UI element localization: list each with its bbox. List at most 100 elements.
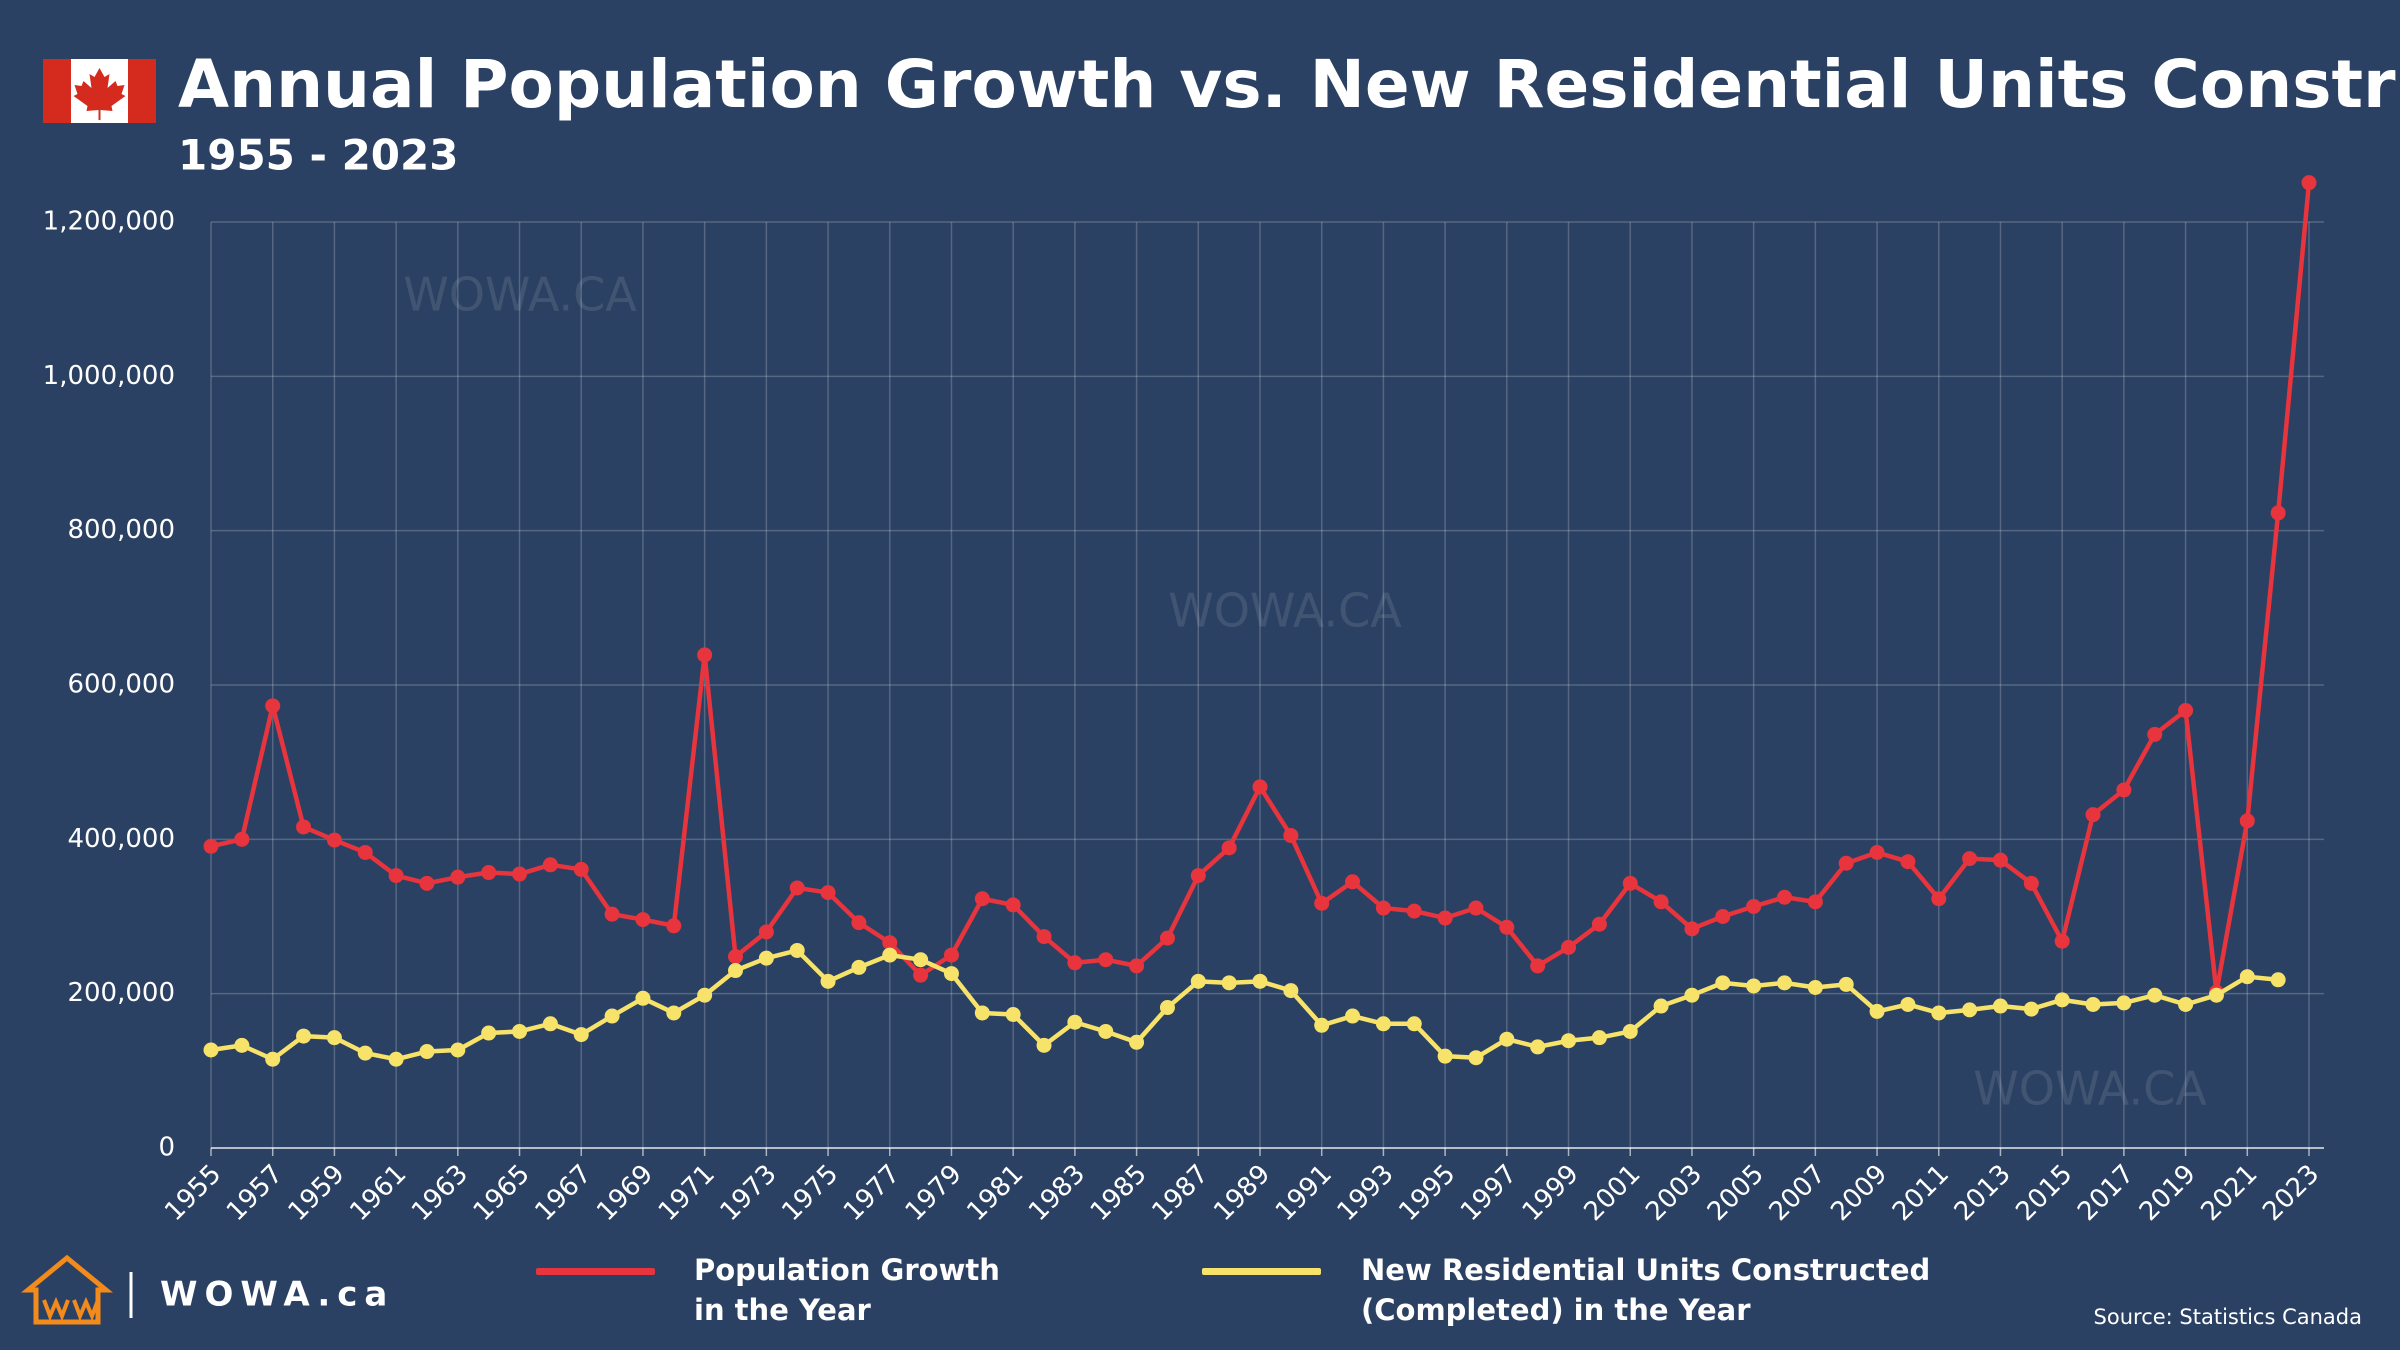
legend-label: Population Growth in the Year: [694, 1253, 1000, 1327]
y-tick-label: 800,000: [67, 515, 175, 545]
data-point: [1530, 1039, 1546, 1055]
data-point: [1715, 975, 1731, 991]
x-tick-label: 1963: [406, 1159, 474, 1227]
data-point: [635, 912, 651, 928]
data-point: [1869, 844, 1885, 860]
data-point: [2085, 807, 2101, 823]
data-point: [1190, 973, 1206, 989]
data-point: [2301, 175, 2317, 191]
data-point: [419, 875, 435, 891]
data-point: [1437, 910, 1453, 926]
data-point: [1653, 998, 1669, 1014]
data-point: [2054, 933, 2070, 949]
data-point: [1530, 958, 1546, 974]
data-point: [1931, 1005, 1947, 1021]
chart-subtitle: 1955 - 2023: [178, 131, 458, 180]
data-point: [481, 865, 497, 881]
data-point: [1314, 895, 1330, 911]
y-tick-label: 600,000: [67, 670, 175, 700]
data-point: [573, 861, 589, 877]
logo-text: WOWA.ca: [160, 1275, 394, 1315]
data-point: [573, 1027, 589, 1043]
data-point: [1221, 975, 1237, 991]
data-point: [450, 869, 466, 885]
data-point: [2023, 1001, 2039, 1017]
data-point: [1221, 840, 1237, 856]
x-tick-label: 1987: [1147, 1159, 1215, 1227]
x-tick-label: 1985: [1085, 1159, 1153, 1227]
x-tick-label: 2019: [2134, 1159, 2202, 1227]
y-tick-label: 200,000: [67, 978, 175, 1008]
data-point: [265, 698, 281, 714]
legend-label: New Residential Units Constructed (Compl…: [1361, 1253, 1931, 1327]
data-point: [1561, 939, 1577, 955]
data-point: [1962, 1002, 1978, 1018]
flag-band: [128, 59, 156, 123]
data-point: [1900, 996, 1916, 1012]
data-point: [1345, 874, 1361, 890]
data-point: [1746, 898, 1762, 914]
data-point: [1962, 851, 1978, 867]
data-point: [697, 647, 713, 663]
watermark: WOWA.CA: [403, 268, 637, 322]
data-point: [2239, 969, 2255, 985]
data-point: [820, 973, 836, 989]
legend-swatch: [536, 1268, 655, 1275]
data-point: [388, 868, 404, 884]
y-tick-label: 400,000: [67, 824, 175, 854]
data-point: [1869, 1003, 1885, 1019]
x-tick-label: 2015: [2010, 1159, 2078, 1227]
data-point: [203, 838, 219, 854]
data-point: [913, 952, 929, 968]
data-point: [666, 1005, 682, 1021]
watermark: WOWA.CA: [1973, 1062, 2207, 1116]
data-point: [419, 1044, 435, 1060]
data-point: [1283, 983, 1299, 999]
data-point: [1992, 998, 2008, 1014]
data-point: [2116, 782, 2132, 798]
x-tick-label: 2021: [2196, 1159, 2264, 1227]
data-point: [604, 906, 620, 922]
x-tick-label: 1977: [838, 1159, 906, 1227]
data-point: [943, 947, 959, 963]
x-tick-label: 1973: [715, 1159, 783, 1227]
data-point: [1159, 930, 1175, 946]
data-point: [2085, 996, 2101, 1012]
data-point: [974, 891, 990, 907]
watermark: WOWA.CA: [1168, 584, 1402, 638]
data-point: [1715, 909, 1731, 924]
data-point: [388, 1051, 404, 1067]
x-tick-label: 1999: [1517, 1159, 1585, 1227]
x-tick-label: 1979: [900, 1159, 968, 1227]
chart-title: Annual Population Growth vs. New Residen…: [178, 46, 2400, 123]
data-point: [974, 1005, 990, 1021]
data-point: [1807, 979, 1823, 995]
data-point: [789, 880, 805, 896]
data-point: [851, 915, 867, 931]
data-point: [2270, 972, 2286, 988]
data-point: [882, 947, 898, 963]
data-point: [1499, 1031, 1515, 1047]
x-tick-label: 2017: [2072, 1159, 2140, 1227]
data-point: [542, 1016, 558, 1032]
data-point: [512, 1023, 528, 1039]
data-point: [789, 942, 805, 958]
data-point: [1684, 921, 1700, 937]
data-point: [2116, 995, 2132, 1011]
data-point: [1067, 955, 1083, 971]
data-point: [1067, 1014, 1083, 1030]
data-point: [1252, 779, 1268, 795]
y-tick-label: 1,200,000: [43, 207, 175, 237]
data-point: [1159, 1000, 1175, 1016]
data-point: [2023, 875, 2039, 891]
data-point: [1622, 1023, 1638, 1039]
data-point: [1375, 1016, 1391, 1032]
logo-icon: [42, 1296, 100, 1322]
data-point: [1591, 1030, 1607, 1046]
x-tick-label: 1981: [961, 1159, 1029, 1227]
data-point: [1190, 868, 1206, 884]
data-point: [1314, 1017, 1330, 1033]
x-tick-label: 1971: [653, 1159, 721, 1227]
